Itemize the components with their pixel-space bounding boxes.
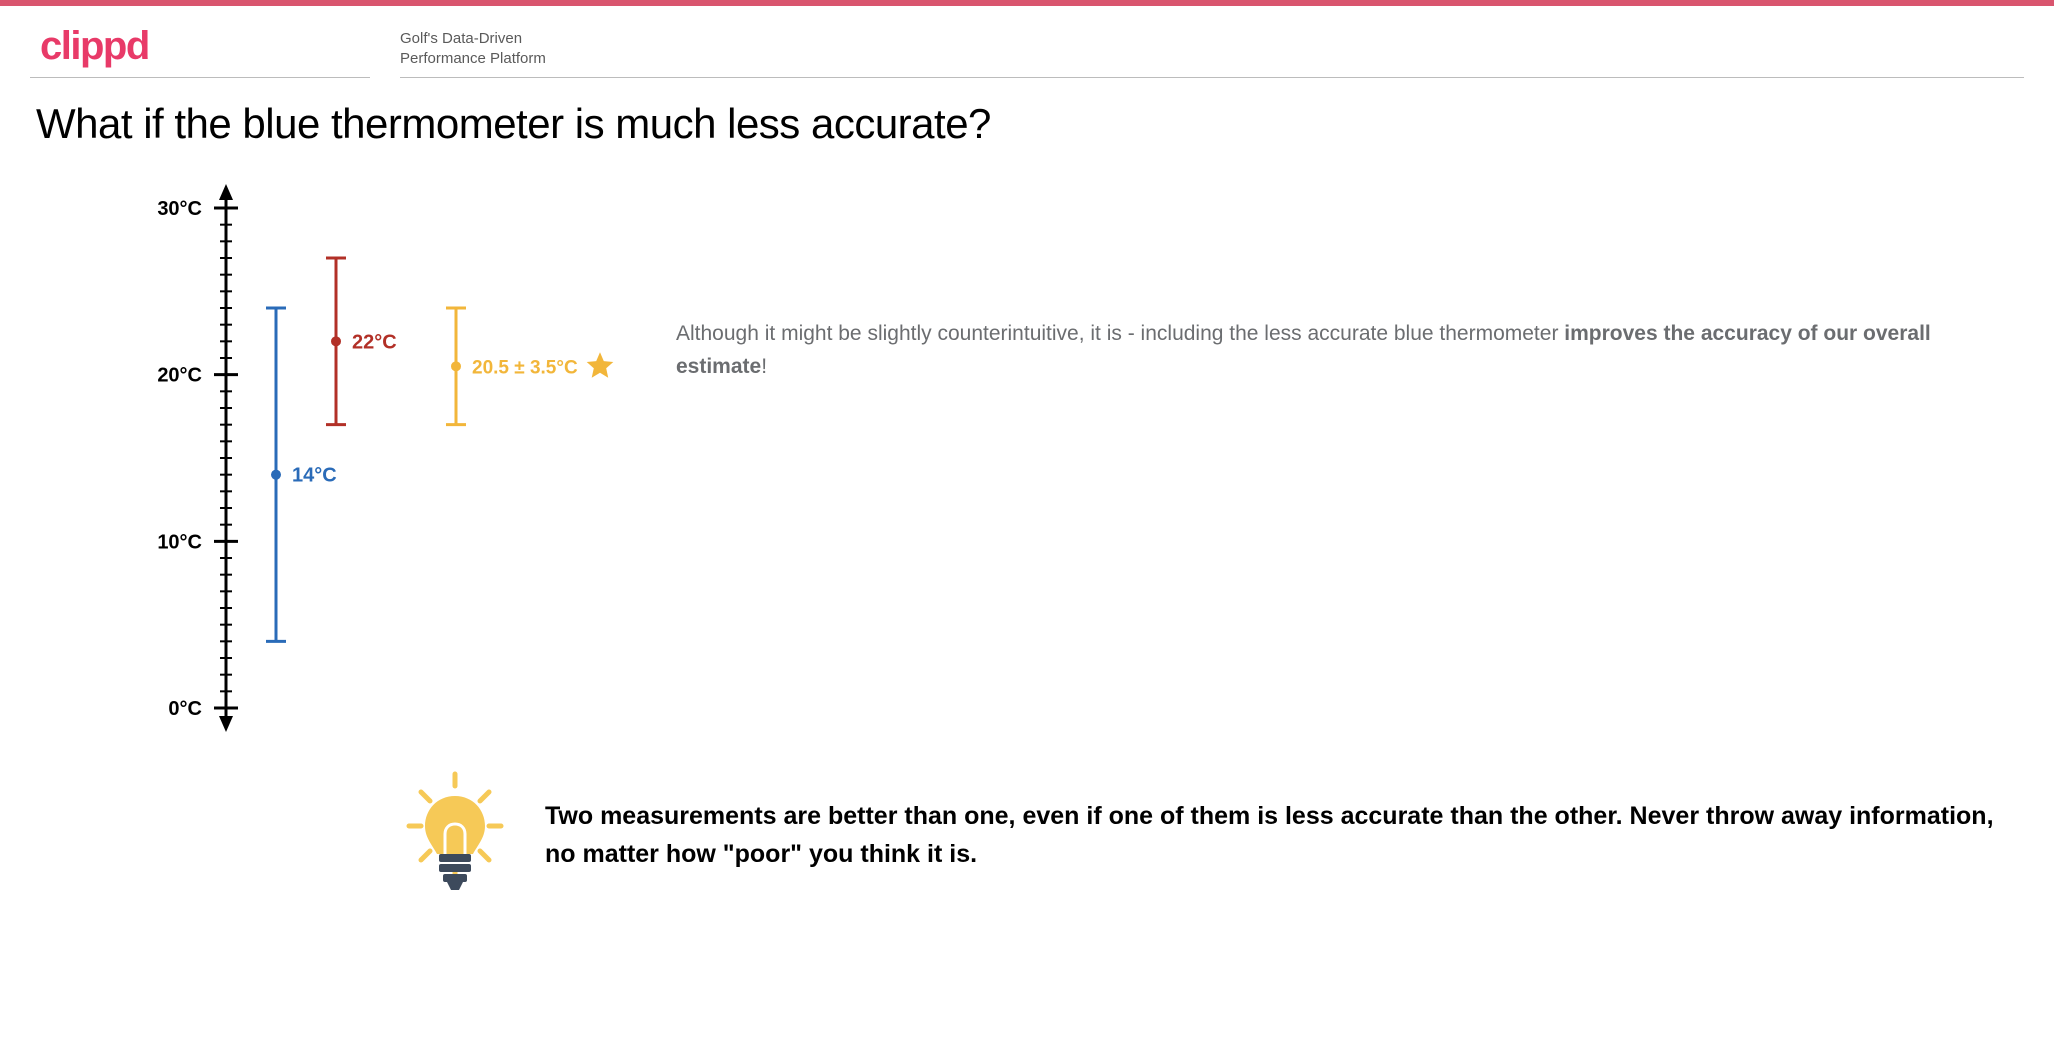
svg-text:30°C: 30°C (157, 198, 202, 220)
explain-pre: Although it might be slightly counterint… (676, 322, 1564, 345)
svg-text:14°C: 14°C (292, 465, 337, 487)
svg-text:22°C: 22°C (352, 331, 397, 353)
brand-logo: clippd (40, 24, 149, 68)
logo-block: clippd (30, 24, 370, 78)
svg-text:20°C: 20°C (157, 365, 202, 387)
temperature-chart: 0°C 10°C 20°C 30°C 14°C 22°C 20.5 ± 3.5°C (36, 178, 676, 738)
explanation-text: Although it might be slightly counterint… (676, 178, 2018, 383)
svg-text:0°C: 0°C (168, 698, 202, 720)
tagline-line-2: Performance Platform (400, 49, 2024, 69)
header: clippd Golf's Data-Driven Performance Pl… (0, 6, 2054, 78)
callout-text: Two measurements are better than one, ev… (545, 798, 1994, 873)
page-title: What if the blue thermometer is much les… (0, 78, 2054, 158)
svg-text:20.5 ± 3.5°C: 20.5 ± 3.5°C (472, 357, 578, 378)
content-area: 0°C 10°C 20°C 30°C 14°C 22°C 20.5 ± 3.5°C Alth… (0, 158, 2054, 768)
tagline-line-1: Golf's Data-Driven (400, 29, 2024, 49)
lightbulb-icon (395, 768, 515, 903)
key-insight-callout: Two measurements are better than one, ev… (0, 768, 2054, 933)
svg-text:10°C: 10°C (157, 531, 202, 553)
tagline: Golf's Data-Driven Performance Platform (400, 29, 2024, 79)
explain-post: ! (761, 355, 767, 378)
chart-svg: 0°C 10°C 20°C 30°C 14°C 22°C 20.5 ± 3.5°C (36, 178, 676, 738)
